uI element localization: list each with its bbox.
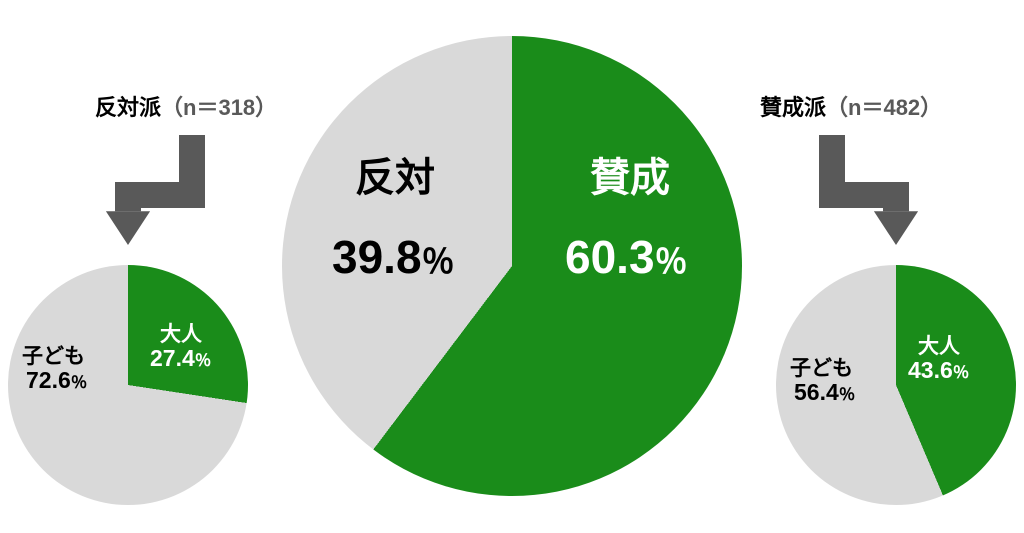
main-agree-value: 60.3％ — [565, 230, 688, 284]
right-child-label: 子ども — [790, 352, 853, 382]
right-adult-label: 大人 — [918, 330, 960, 360]
left-child-label: 子ども — [22, 340, 85, 370]
left-adult-label: 大人 — [160, 318, 202, 348]
right-child-value: 56.4％ — [794, 379, 855, 406]
main-agree-label: 賛成 — [590, 145, 670, 203]
left-arrow-icon — [88, 135, 232, 255]
left-adult-value: 27.4％ — [150, 345, 211, 372]
main-disagree-value: 39.8％ — [332, 230, 455, 284]
main-disagree-label: 反対 — [355, 145, 435, 203]
left-child-value: 72.6％ — [26, 367, 87, 394]
left-caption: 反対派（n＝318） — [95, 90, 277, 122]
right-caption: 賛成派（n＝482） — [760, 90, 942, 122]
right-adult-value: 43.6％ — [908, 357, 969, 384]
chart-container: { "canvas": { "width": 1024, "height": 5… — [0, 0, 1024, 533]
right-arrow-icon — [792, 135, 936, 255]
